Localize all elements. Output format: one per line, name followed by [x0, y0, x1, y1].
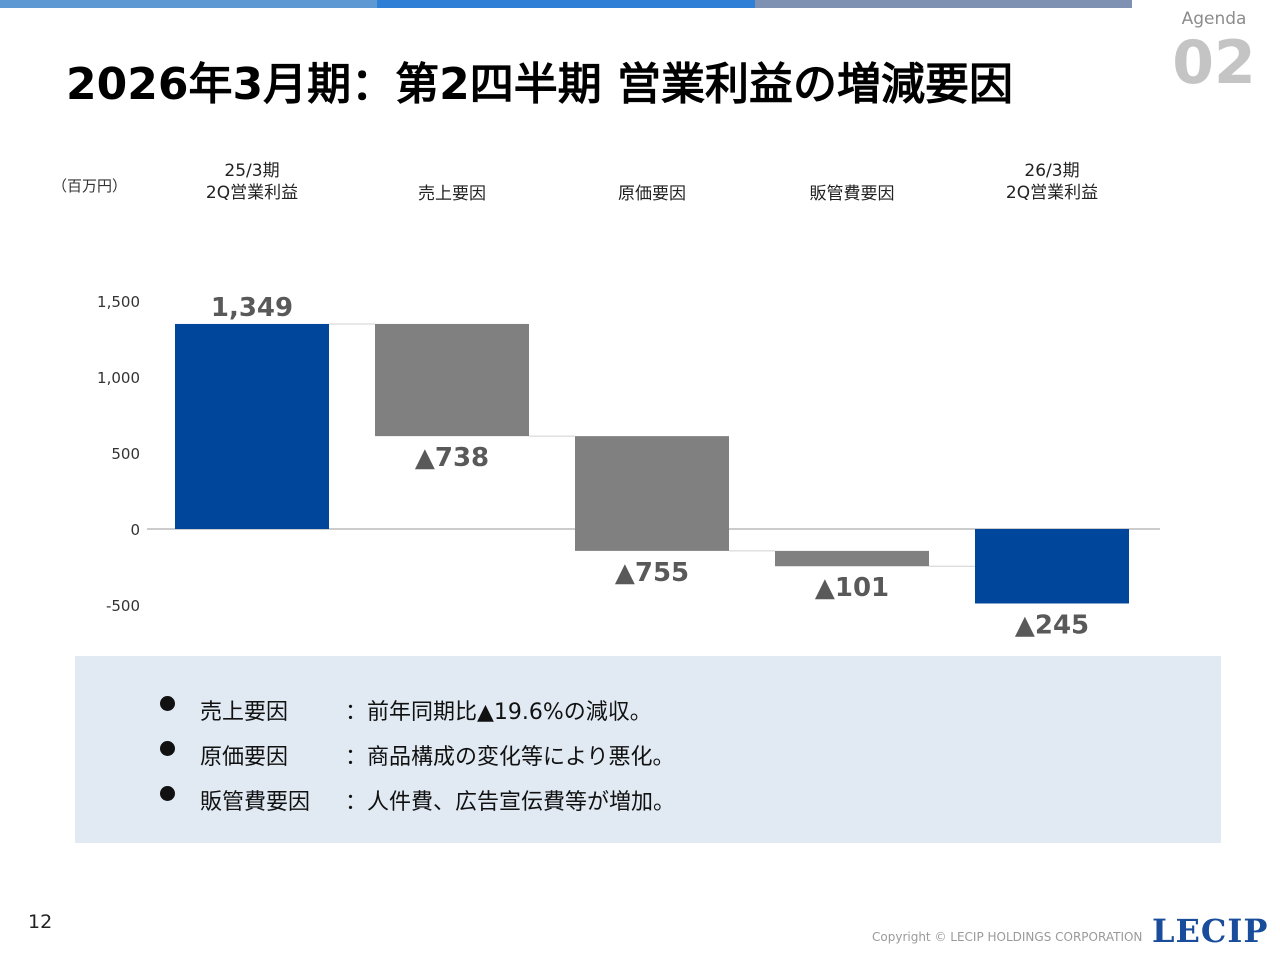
y-tick-label: 0	[130, 521, 140, 539]
page-title: 2026年3月期：第2四半期 営業利益の増減要因	[66, 59, 1014, 110]
y-tick-label: 500	[111, 445, 140, 463]
bullet-icon	[160, 741, 175, 756]
bar-2	[375, 323, 529, 437]
note-label: 原価要因	[200, 745, 289, 770]
chart-unit-label: （百万円）	[52, 177, 128, 195]
note-label: 販管費要因	[200, 790, 311, 815]
note-description: ：前年同期比▲19.6%の減収。	[345, 700, 652, 725]
top-accent-segment-3	[754, 0, 1132, 8]
y-tick-label: 1,000	[97, 369, 140, 387]
top-accent-segment-1	[0, 0, 378, 8]
data-label-5: ▲245	[1015, 610, 1089, 640]
top-accent-segment-2	[377, 0, 755, 8]
top-accent-bar	[0, 0, 1132, 8]
agenda-label: Agenda	[1181, 9, 1247, 29]
category-header-sales: 売上要因	[418, 184, 486, 204]
copyright-text: Copyright © LECIP HOLDINGS CORPORATION	[872, 930, 1143, 944]
category-header-cost: 原価要因	[618, 184, 686, 204]
data-label-3: ▲755	[615, 558, 689, 588]
category-header-sga: 販管費要因	[809, 184, 895, 204]
bar-1	[175, 323, 329, 529]
category-header-base: 25/3期 2Q営業利益	[205, 161, 299, 203]
data-label-2: ▲738	[415, 443, 489, 473]
category-header-result: 26/3期 2Q営業利益	[1005, 161, 1099, 203]
data-label-4: ▲101	[815, 573, 889, 603]
agenda-number: 02	[1172, 28, 1256, 98]
bar-5	[975, 529, 1129, 604]
y-tick-label: -500	[106, 597, 140, 615]
waterfall-chart: 1,500 1,000 500 0 -500 1,349 ▲738 ▲755 ▲101 ▲245	[97, 293, 1160, 640]
bullet-icon	[160, 786, 175, 801]
note-description: ：人件費、広告宣伝費等が増加。	[345, 790, 676, 815]
note-description: ：商品構成の変化等により悪化。	[345, 745, 675, 770]
page-number: 12	[28, 911, 53, 933]
notes-panel: 売上要因 ：前年同期比▲19.6%の減収。 原価要因 ：商品構成の変化等により悪…	[75, 656, 1221, 843]
note-label: 売上要因	[200, 700, 289, 725]
y-tick-label: 1,500	[97, 293, 140, 311]
bullet-icon	[160, 696, 175, 711]
bar-4	[775, 550, 929, 567]
data-label-1: 1,349	[211, 293, 293, 323]
bar-3	[575, 436, 729, 551]
lecip-logo: LECIP	[1152, 912, 1269, 950]
